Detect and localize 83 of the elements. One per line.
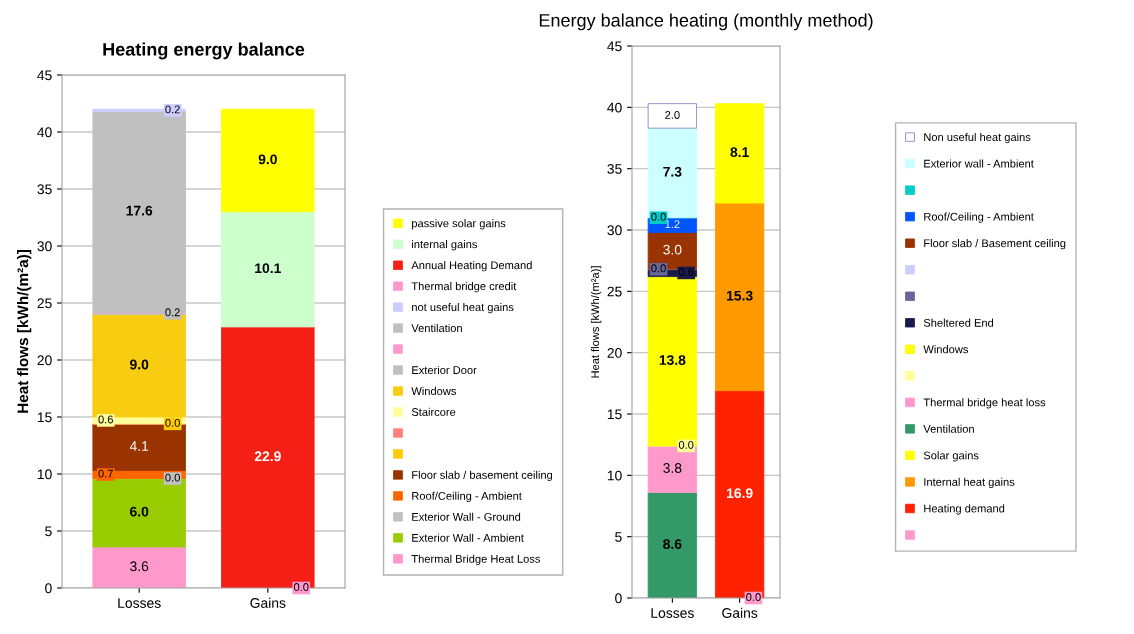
data-label: 15.3 bbox=[727, 290, 753, 301]
y-tick-label: 0 bbox=[615, 593, 622, 604]
y-tick-label: 30 bbox=[607, 225, 622, 236]
y-tick-label: 20 bbox=[607, 348, 622, 358]
y-tick-label: 0 bbox=[45, 583, 52, 594]
y-axis-title: Heat flows [kWh/(m²a)] bbox=[590, 266, 602, 378]
y-tick-label: 30 bbox=[37, 241, 52, 252]
data-label: 10.1 bbox=[255, 263, 281, 274]
data-label: 0.0 bbox=[651, 264, 666, 273]
data-label: 9.0 bbox=[130, 359, 149, 370]
legend-label: Ventilation bbox=[411, 323, 462, 333]
chart-title: Energy balance heating (monthly method) bbox=[539, 13, 873, 31]
data-label: 0.2 bbox=[165, 105, 180, 114]
data-label: 3.0 bbox=[663, 244, 682, 255]
data-label: 9.0 bbox=[258, 154, 277, 165]
y-axis-title: Heat flows [kWh/(m²a)] bbox=[17, 250, 32, 413]
y-tick-label: 5 bbox=[615, 532, 622, 542]
data-label: 0.7 bbox=[98, 469, 113, 478]
legend-label: Floor slab / Basement ceiling bbox=[924, 239, 1066, 250]
legend-label: Exterior wall - Ambient bbox=[924, 159, 1034, 168]
data-label: 0.6 bbox=[678, 268, 694, 276]
y-tick-label: 15 bbox=[607, 409, 622, 420]
y-tick-label: 35 bbox=[607, 164, 622, 174]
legend-label: Annual Heating Demand bbox=[411, 261, 532, 272]
data-label: 1.2 bbox=[665, 220, 680, 228]
data-label: 3.8 bbox=[663, 463, 682, 473]
data-label: 8.6 bbox=[663, 539, 682, 549]
data-label: 16.9 bbox=[727, 488, 753, 499]
y-tick-label: 20 bbox=[37, 355, 52, 366]
x-tick-label: Gains bbox=[722, 607, 758, 618]
legend-label: not useful heat gains bbox=[412, 302, 514, 314]
x-tick-label: Gains bbox=[250, 597, 286, 608]
legend-label: Staircore bbox=[411, 407, 456, 416]
legend-label: Thermal Bridge Heat Loss bbox=[411, 554, 540, 565]
x-tick-label: Losses bbox=[651, 608, 694, 618]
legend-label: Windows bbox=[411, 386, 457, 396]
data-label: 4.1 bbox=[129, 441, 149, 451]
legend-label: Thermal bridge heat loss bbox=[923, 398, 1046, 409]
legend-label: Windows bbox=[923, 345, 969, 354]
data-label: 2.0 bbox=[665, 111, 680, 119]
y-tick-label: 10 bbox=[37, 469, 52, 480]
legend-label: Exterior Wall - Ambient bbox=[412, 533, 524, 542]
y-tick-label: 40 bbox=[607, 102, 622, 113]
legend-label: passive solar gains bbox=[412, 219, 506, 230]
data-label: 0.2 bbox=[165, 308, 180, 317]
legend-label: Non useful heat gains bbox=[924, 132, 1031, 144]
legend-label: Heating demand bbox=[924, 504, 1005, 515]
y-tick-label: 15 bbox=[37, 412, 52, 423]
y-tick-label: 25 bbox=[607, 286, 622, 297]
chart-title: Heating energy balance bbox=[103, 42, 305, 60]
y-tick-label: 35 bbox=[37, 184, 52, 195]
data-label: 0.0 bbox=[746, 593, 761, 601]
legend-label: Exterior Wall - Ground bbox=[412, 512, 521, 521]
legend-label: Exterior Door bbox=[412, 365, 477, 375]
legend-label: Roof/Ceiling - Ambient bbox=[924, 212, 1034, 223]
legend-label: Sheltered End bbox=[923, 318, 994, 327]
legend-label: Floor slab / basement ceiling bbox=[412, 470, 553, 482]
legend-label: Internal heat gains bbox=[924, 477, 1015, 489]
y-tick-label: 25 bbox=[37, 298, 52, 309]
y-tick-label: 10 bbox=[607, 470, 622, 481]
y-tick-label: 5 bbox=[45, 526, 52, 537]
data-label: 3.6 bbox=[130, 561, 149, 572]
data-label: 0.0 bbox=[293, 583, 309, 591]
data-label: 17.6 bbox=[126, 205, 153, 216]
legend-label: internal gains bbox=[412, 240, 478, 251]
legend-label: Roof/Ceiling - Ambient bbox=[412, 491, 522, 503]
data-label: 0.0 bbox=[678, 441, 694, 449]
data-label: 8.1 bbox=[730, 147, 749, 158]
legend-label: Ventilation bbox=[923, 424, 974, 433]
legend-label: Thermal bridge credit bbox=[411, 281, 517, 293]
data-label: 7.3 bbox=[663, 166, 682, 177]
data-label: 0.0 bbox=[165, 473, 180, 482]
data-label: 0.0 bbox=[651, 212, 666, 221]
y-tick-label: 40 bbox=[37, 127, 52, 138]
data-label: 6.0 bbox=[130, 506, 149, 517]
data-label: 22.9 bbox=[254, 451, 281, 462]
legend-label: Solar gains bbox=[923, 451, 979, 462]
y-tick-label: 45 bbox=[607, 41, 622, 52]
data-label: 13.8 bbox=[659, 355, 686, 365]
x-tick-label: Losses bbox=[118, 598, 161, 608]
data-label: 0.0 bbox=[165, 418, 180, 427]
y-tick-label: 45 bbox=[37, 70, 52, 81]
data-label: 0.6 bbox=[98, 415, 113, 424]
